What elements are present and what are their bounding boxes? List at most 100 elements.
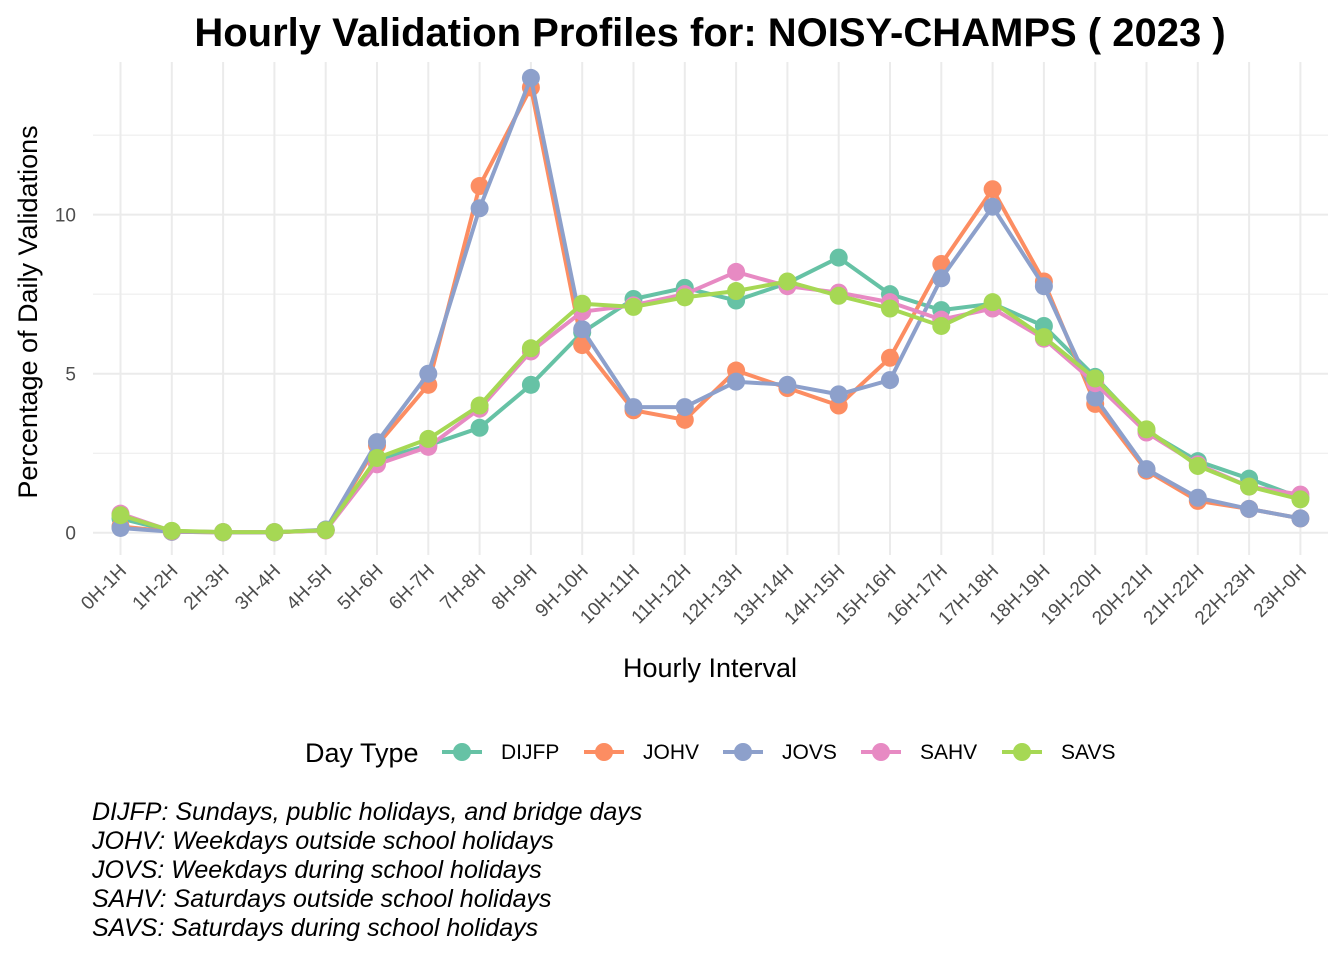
legend-label: JOHV xyxy=(643,741,699,764)
data-point xyxy=(727,372,746,391)
legend-item-jovs: JOVS xyxy=(723,741,837,764)
data-point xyxy=(881,371,899,390)
legend-item-johv: JOHV xyxy=(584,741,699,764)
data-point xyxy=(419,429,438,448)
chart-title: Hourly Validation Profiles for: NOISY-CH… xyxy=(194,11,1225,55)
data-point xyxy=(829,286,848,305)
series-jovs xyxy=(111,68,1310,542)
data-point xyxy=(1240,499,1259,518)
series-johv xyxy=(111,78,1310,542)
data-point xyxy=(983,293,1002,312)
series-line xyxy=(119,279,1301,535)
data-point xyxy=(1086,369,1105,388)
data-point xyxy=(368,448,386,467)
caption-sahv: SAHV: Saturdays outside school holidays xyxy=(92,885,552,913)
data-point xyxy=(470,418,489,437)
data-point xyxy=(470,396,489,415)
legend-label: DIJFP xyxy=(501,741,559,764)
series-layer xyxy=(111,68,1310,542)
y-tick-label: 5 xyxy=(65,365,76,386)
data-point xyxy=(265,523,284,542)
x-tick-label: 0H-1H xyxy=(77,561,131,615)
data-point xyxy=(1291,509,1310,528)
data-point xyxy=(675,398,694,417)
data-point xyxy=(419,364,438,383)
x-tick-label: 23H-0H xyxy=(1250,561,1311,622)
legend-label: JOVS xyxy=(782,741,837,764)
caption-johv: JOHV: Weekdays outside school holidays xyxy=(92,827,554,855)
data-point xyxy=(1034,277,1053,296)
legend-title: Day Type xyxy=(305,738,419,768)
data-point xyxy=(573,336,592,355)
data-point xyxy=(521,339,540,358)
data-point xyxy=(727,262,746,281)
legend-key-point xyxy=(872,743,890,761)
data-point xyxy=(1188,456,1207,475)
caption-jovs: JOVS: Weekdays during school holidays xyxy=(92,856,542,884)
x-tick-labels: 0H-1H1H-2H2H-3H3H-4H4H-5H5H-6H6H-7H7H-8H… xyxy=(77,561,1311,630)
y-tick-label: 0 xyxy=(65,524,76,545)
data-point xyxy=(983,197,1002,216)
data-point xyxy=(624,398,643,417)
legend-label: SAVS xyxy=(1061,741,1115,764)
series-line xyxy=(120,75,1301,535)
legend-item-dijfp: DIJFP xyxy=(442,741,559,764)
data-point xyxy=(573,320,592,339)
legend-item-savs: SAVS xyxy=(1002,741,1115,764)
legend-item-sahv: SAHV xyxy=(861,741,977,764)
data-point xyxy=(521,375,540,394)
data-point xyxy=(675,288,694,307)
data-point xyxy=(1086,388,1105,407)
day-type-captions: DIJFP: Sundays, public holidays, and bri… xyxy=(92,798,642,943)
series-sahv xyxy=(111,262,1310,542)
data-point xyxy=(932,254,951,273)
data-point xyxy=(162,521,181,540)
data-point xyxy=(214,523,233,542)
legend-key-point xyxy=(453,743,471,761)
x-tick-label: 4H-5H xyxy=(283,561,337,615)
data-point xyxy=(881,299,899,318)
data-point xyxy=(932,269,951,288)
data-point xyxy=(470,199,489,218)
data-point xyxy=(727,282,746,301)
caption-dijfp: DIJFP: Sundays, public holidays, and bri… xyxy=(92,798,643,826)
grid-lines xyxy=(93,62,1328,555)
legend-label: SAHV xyxy=(920,741,977,764)
series-line xyxy=(119,269,1301,535)
x-axis-title: Hourly Interval xyxy=(623,653,797,683)
x-tick-label: 6H-7H xyxy=(385,561,439,615)
x-tick-label: 1H-2H xyxy=(129,561,183,615)
data-point xyxy=(881,348,899,367)
data-point xyxy=(624,297,643,316)
series-savs xyxy=(111,272,1310,542)
legend-key-point xyxy=(1013,743,1031,761)
data-point xyxy=(778,272,797,291)
y-tick-labels: 0 5 10 xyxy=(55,206,76,545)
data-point xyxy=(829,385,848,404)
y-axis-title: Percentage of Daily Validations xyxy=(13,125,43,498)
data-point xyxy=(778,375,797,394)
series-line xyxy=(120,85,1301,535)
x-tick-label: 5H-6H xyxy=(334,561,388,615)
data-point xyxy=(521,68,540,87)
x-tick-label: 2H-3H xyxy=(180,561,234,615)
data-point xyxy=(316,521,335,540)
legend-key-point xyxy=(734,743,752,761)
data-point xyxy=(111,506,130,525)
data-point xyxy=(1188,488,1207,507)
data-point xyxy=(368,433,386,452)
data-point xyxy=(111,518,130,537)
data-point xyxy=(932,316,951,335)
x-tick-label: 3H-4H xyxy=(231,561,285,615)
data-point xyxy=(1137,460,1156,479)
data-point xyxy=(1137,420,1156,439)
data-point xyxy=(1034,328,1053,347)
data-point xyxy=(983,180,1002,199)
caption-savs: SAVS: Saturdays during school holidays xyxy=(92,914,539,942)
data-point xyxy=(829,248,848,267)
x-tick-label: 7H-8H xyxy=(436,561,490,615)
data-point xyxy=(573,294,592,313)
data-point xyxy=(1240,477,1259,496)
legend-key-point xyxy=(595,743,613,761)
